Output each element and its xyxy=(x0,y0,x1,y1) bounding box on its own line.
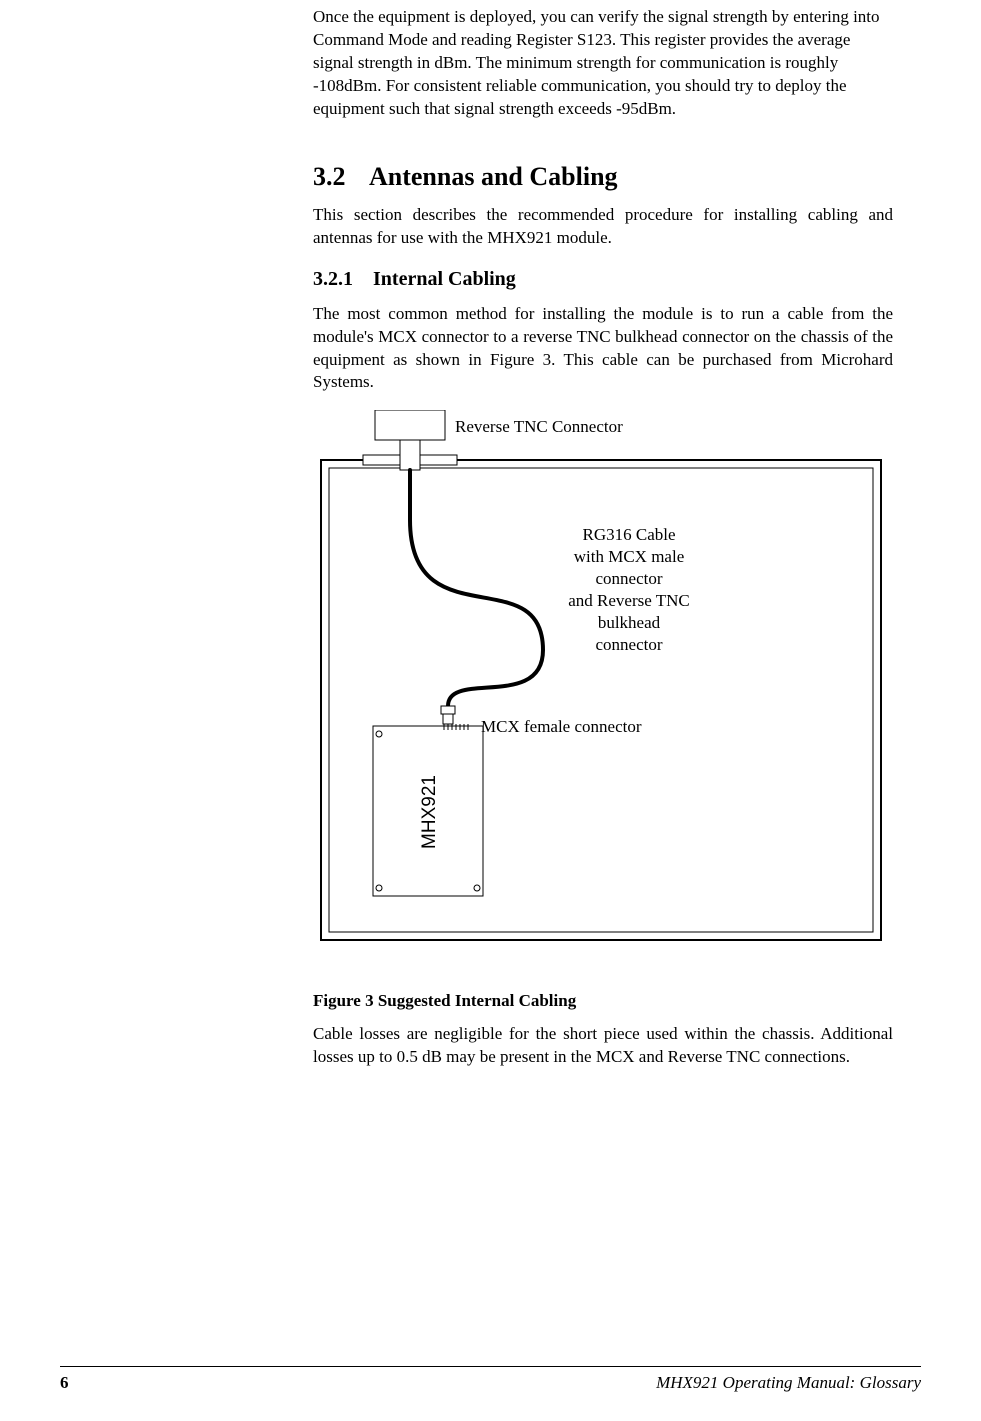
subsection-heading: 3.2.1Internal Cabling xyxy=(313,266,893,293)
figure-3: Reverse TNC Connector MCX female connecto… xyxy=(313,410,893,950)
svg-text:MCX female connector: MCX female connector xyxy=(481,717,642,736)
document-title: MHX921 Operating Manual: Glossary xyxy=(656,1372,921,1395)
section-number: 3.2 xyxy=(313,159,369,194)
svg-text:with MCX male: with MCX male xyxy=(574,547,685,566)
section-title: Antennas and Cabling xyxy=(369,162,618,191)
svg-text:connector: connector xyxy=(595,569,662,588)
svg-text:connector: connector xyxy=(595,635,662,654)
intro-paragraph: Once the equipment is deployed, you can … xyxy=(313,6,893,121)
svg-text:bulkhead: bulkhead xyxy=(598,613,661,632)
subsection-para: The most common method for installing th… xyxy=(313,303,893,395)
svg-text:Reverse TNC Connector: Reverse TNC Connector xyxy=(455,417,623,436)
section-heading: 3.2Antennas and Cabling xyxy=(313,159,893,194)
svg-text:RG316 Cable: RG316 Cable xyxy=(582,525,675,544)
subsection-number: 3.2.1 xyxy=(313,266,373,293)
svg-text:MHX921: MHX921 xyxy=(419,775,440,849)
subsection-title: Internal Cabling xyxy=(373,268,516,290)
page-number: 6 xyxy=(60,1372,69,1395)
footer-rule xyxy=(60,1366,921,1367)
section-intro: This section describes the recommended p… xyxy=(313,204,893,250)
figure-caption: Figure 3 Suggested Internal Cabling xyxy=(313,990,893,1013)
closing-para: Cable losses are negligible for the shor… xyxy=(313,1023,893,1069)
page-footer: 6 MHX921 Operating Manual: Glossary xyxy=(60,1372,921,1395)
svg-text:and Reverse TNC: and Reverse TNC xyxy=(568,591,690,610)
